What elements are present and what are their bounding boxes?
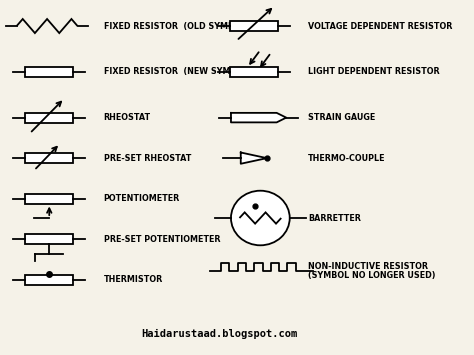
Text: FIXED RESISTOR  (OLD SYMBOL): FIXED RESISTOR (OLD SYMBOL) [104, 22, 249, 31]
Polygon shape [231, 113, 286, 122]
Polygon shape [241, 153, 267, 164]
Text: THERMISTOR: THERMISTOR [104, 275, 163, 284]
Bar [25, 234, 73, 244]
Text: NON-INDUCTIVE RESISTOR: NON-INDUCTIVE RESISTOR [308, 262, 428, 271]
Text: RHEOSTAT: RHEOSTAT [104, 113, 151, 122]
Text: LIGHT DEPENDENT RESISTOR: LIGHT DEPENDENT RESISTOR [308, 67, 440, 76]
Text: THERMO-COUPLE: THERMO-COUPLE [308, 154, 386, 163]
Bar [25, 67, 73, 77]
Bar [25, 194, 73, 203]
Ellipse shape [231, 191, 290, 245]
Text: Haidarustaad.blogspot.com: Haidarustaad.blogspot.com [141, 329, 297, 339]
Text: FIXED RESISTOR  (NEW SYMBOL): FIXED RESISTOR (NEW SYMBOL) [104, 67, 252, 76]
Text: PRE-SET RHEOSTAT: PRE-SET RHEOSTAT [104, 154, 191, 163]
Bar [25, 275, 73, 285]
Bar [25, 153, 73, 163]
Bar [230, 21, 278, 31]
Text: POTENTIOMETER: POTENTIOMETER [104, 194, 180, 203]
Text: VOLTAGE DEPENDENT RESISTOR: VOLTAGE DEPENDENT RESISTOR [308, 22, 453, 31]
Text: BARRETTER: BARRETTER [308, 213, 361, 223]
Text: PRE-SET POTENTIOMETER: PRE-SET POTENTIOMETER [104, 235, 220, 244]
Text: STRAIN GAUGE: STRAIN GAUGE [308, 113, 375, 122]
Bar [25, 113, 73, 122]
Text: (SYMBOL NO LONGER USED): (SYMBOL NO LONGER USED) [308, 271, 436, 280]
Bar [230, 67, 278, 77]
